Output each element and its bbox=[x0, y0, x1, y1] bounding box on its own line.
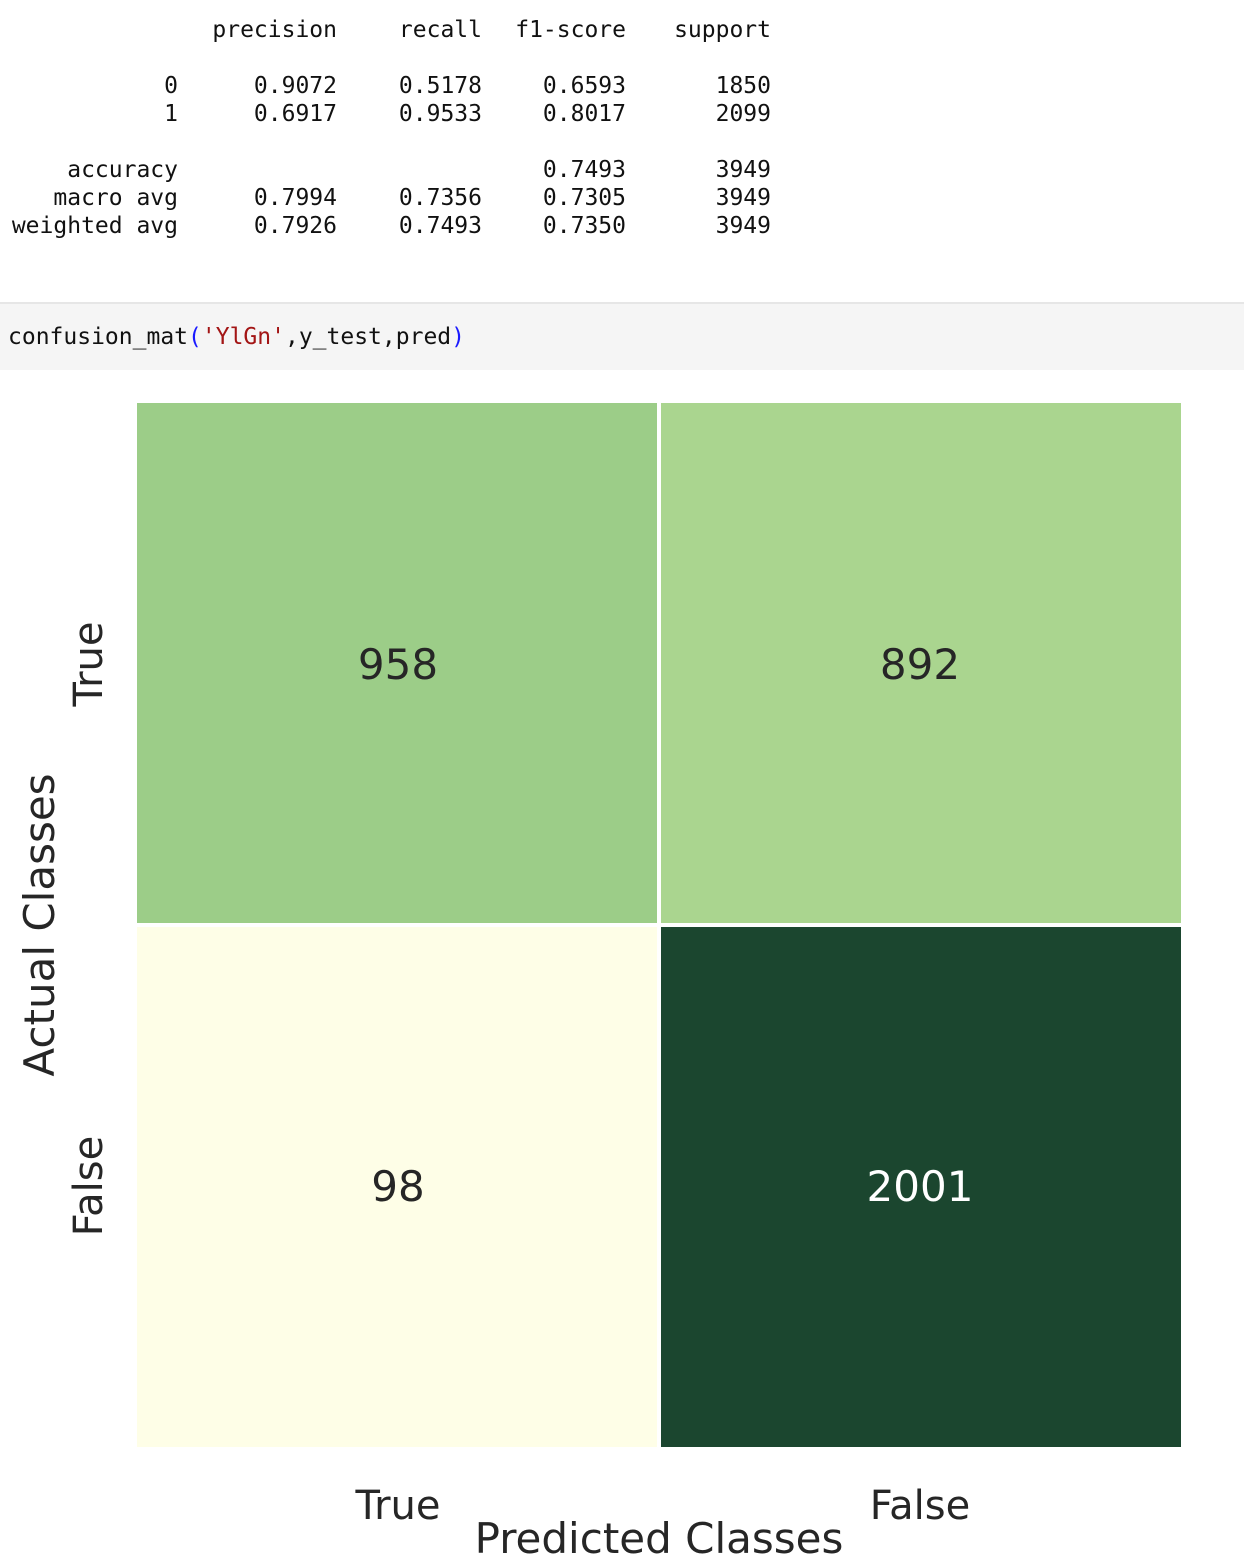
x-tick-label: False bbox=[870, 1483, 970, 1529]
y-axis-label: Actual Classes bbox=[15, 773, 64, 1076]
cell-annotation: 958 bbox=[358, 640, 438, 689]
report-row-label: 0 bbox=[164, 73, 178, 99]
report-cell-recall: 0.9533 bbox=[398, 101, 482, 127]
report-row-label: weighted avg bbox=[11, 213, 178, 239]
report-cell-support: 3949 bbox=[715, 157, 771, 183]
report-cell-f1: 0.7350 bbox=[542, 213, 626, 239]
y-tick-label: True bbox=[66, 622, 112, 708]
report-row-label: macro avg bbox=[53, 185, 178, 211]
cell-annotation: 2001 bbox=[867, 1162, 974, 1211]
cell-annotation: 892 bbox=[880, 640, 960, 689]
report-cell-f1: 0.7305 bbox=[542, 185, 626, 211]
report-row-label: accuracy bbox=[67, 157, 178, 183]
cell-annotation: 98 bbox=[371, 1162, 424, 1211]
cell-divider bbox=[0, 302, 1244, 304]
report-cell-f1: 0.7493 bbox=[542, 157, 626, 183]
code-args: ,y_test,pred bbox=[284, 324, 452, 350]
report-cell-recall: 0.7493 bbox=[398, 213, 482, 239]
confusion-matrix-heatmap: 958 892 98 2001 True False True False Predicted … bbox=[15, 403, 1181, 1560]
code-func: confusion_mat bbox=[8, 324, 189, 350]
report-header-support: support bbox=[674, 17, 771, 43]
code-close-paren: ) bbox=[451, 324, 465, 350]
report-cell-support: 3949 bbox=[715, 213, 771, 239]
report-cell-f1: 0.8017 bbox=[542, 101, 626, 127]
heatmap-cell bbox=[137, 927, 657, 1447]
heatmap-cell bbox=[661, 927, 1181, 1447]
report-cell-precision: 0.6917 bbox=[253, 101, 337, 127]
report-header-precision: precision bbox=[212, 17, 337, 43]
report-cell-support: 3949 bbox=[715, 185, 771, 211]
code-open-paren: ( bbox=[188, 324, 202, 350]
heatmap-cell bbox=[661, 403, 1181, 923]
report-cell-support: 2099 bbox=[715, 101, 771, 127]
code-line[interactable]: confusion_mat('YlGn',y_test,pred) bbox=[8, 323, 465, 351]
code-string-arg: 'YlGn' bbox=[201, 324, 285, 350]
report-header-f1: f1-score bbox=[515, 17, 626, 43]
code-cell[interactable]: confusion_mat('YlGn',y_test,pred) bbox=[0, 304, 1244, 370]
report-cell-support: 1850 bbox=[715, 73, 771, 99]
report-header-recall: recall bbox=[398, 17, 482, 43]
report-row-label: 1 bbox=[164, 101, 178, 127]
report-cell-recall: 0.5178 bbox=[398, 73, 482, 99]
report-cell-f1: 0.6593 bbox=[542, 73, 626, 99]
report-cell-precision: 0.9072 bbox=[253, 73, 337, 99]
heatmap-cell bbox=[137, 403, 657, 923]
report-cell-precision: 0.7994 bbox=[253, 185, 337, 211]
x-tick-label: True bbox=[355, 1483, 441, 1529]
classification-report: precision recall f1-score support 0 0.9072 0.5… bbox=[0, 0, 1244, 300]
y-tick-label: False bbox=[66, 1136, 112, 1236]
report-cell-recall: 0.7356 bbox=[398, 185, 482, 211]
report-cell-precision: 0.7926 bbox=[253, 213, 337, 239]
x-axis-label: Predicted Classes bbox=[475, 1514, 844, 1560]
